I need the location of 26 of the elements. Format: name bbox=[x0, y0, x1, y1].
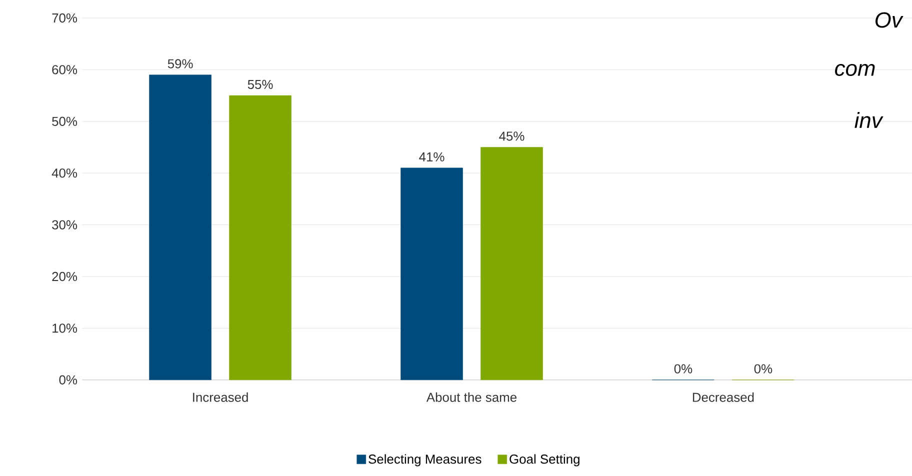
x-tick-label: Increased bbox=[193, 392, 248, 402]
y-tick-label: 20% bbox=[52, 272, 78, 282]
data-label: 45% bbox=[499, 132, 524, 141]
data-label: 0% bbox=[754, 364, 772, 374]
y-tick-label: 30% bbox=[52, 220, 78, 230]
data-label: 59% bbox=[168, 59, 193, 68]
x-tick-label: About the same bbox=[426, 392, 516, 402]
legend-label: Selecting Measures bbox=[368, 454, 482, 466]
bar bbox=[149, 74, 212, 380]
annotation: com bbox=[835, 64, 875, 76]
bar bbox=[480, 147, 543, 380]
bar bbox=[229, 95, 292, 380]
bar bbox=[400, 168, 463, 380]
y-tick-label: 40% bbox=[52, 168, 78, 178]
annotation: inv bbox=[854, 112, 884, 128]
data-label: 41% bbox=[419, 152, 444, 162]
y-tick-label: 50% bbox=[52, 116, 78, 126]
y-tick-label: 0% bbox=[59, 375, 78, 385]
y-tick-label: 60% bbox=[52, 65, 78, 74]
y-tick-label: 10% bbox=[52, 324, 78, 333]
x-tick-label: Decreased bbox=[692, 392, 754, 402]
y-tick-label: 70% bbox=[52, 13, 78, 23]
data-label: 0% bbox=[674, 364, 692, 374]
legend-label: Goal Setting bbox=[510, 454, 580, 466]
data-label: 55% bbox=[248, 80, 273, 90]
annotation: Ov bbox=[876, 12, 904, 28]
